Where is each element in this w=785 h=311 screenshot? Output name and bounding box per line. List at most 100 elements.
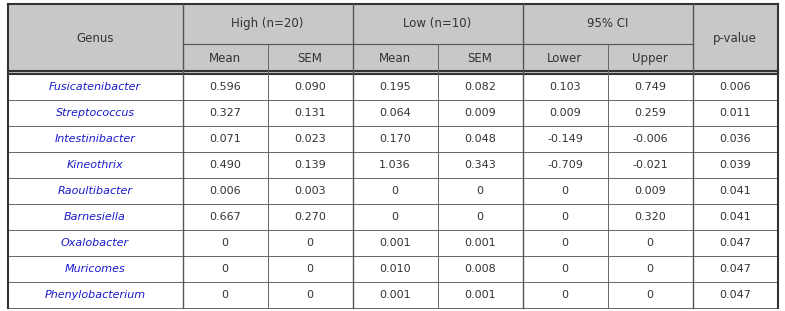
Text: 0.001: 0.001 xyxy=(379,238,411,248)
Text: Oxalobacter: Oxalobacter xyxy=(61,238,129,248)
Text: 0.010: 0.010 xyxy=(379,263,411,273)
Text: 0.064: 0.064 xyxy=(379,108,411,118)
Text: 0.103: 0.103 xyxy=(550,81,581,91)
Text: 0.023: 0.023 xyxy=(294,133,326,143)
Text: Upper: Upper xyxy=(632,52,668,65)
Text: 0.009: 0.009 xyxy=(634,185,666,196)
Bar xyxy=(182,3,268,44)
Text: 0: 0 xyxy=(476,211,484,221)
Text: Kineothrix: Kineothrix xyxy=(67,160,123,169)
Bar xyxy=(8,281,777,308)
Text: 0: 0 xyxy=(221,263,228,273)
Text: Mean: Mean xyxy=(209,52,241,65)
Text: 0: 0 xyxy=(306,290,313,299)
Text: 0.048: 0.048 xyxy=(464,133,496,143)
Text: p-value: p-value xyxy=(713,32,757,45)
Text: -0.709: -0.709 xyxy=(547,160,583,169)
Text: 0.195: 0.195 xyxy=(379,81,411,91)
Text: Phenylobacterium: Phenylobacterium xyxy=(45,290,145,299)
Text: 0.001: 0.001 xyxy=(379,290,411,299)
Bar xyxy=(8,3,182,44)
Text: -0.021: -0.021 xyxy=(632,160,668,169)
Text: 0.011: 0.011 xyxy=(719,108,750,118)
Text: Streptococcus: Streptococcus xyxy=(56,108,134,118)
Text: Genus: Genus xyxy=(76,32,114,45)
Text: Fusicatenibacter: Fusicatenibacter xyxy=(49,81,141,91)
Text: 0: 0 xyxy=(221,290,228,299)
Text: -0.149: -0.149 xyxy=(547,133,583,143)
Text: 0.139: 0.139 xyxy=(294,160,326,169)
Text: 0: 0 xyxy=(306,238,313,248)
Text: Mean: Mean xyxy=(379,52,411,65)
Text: 0: 0 xyxy=(647,238,653,248)
Text: 0.090: 0.090 xyxy=(294,81,326,91)
Text: 0.596: 0.596 xyxy=(209,81,241,91)
Text: 0: 0 xyxy=(476,185,484,196)
Bar xyxy=(437,3,523,44)
Text: 0.327: 0.327 xyxy=(209,108,241,118)
Text: SEM: SEM xyxy=(298,52,323,65)
Bar xyxy=(8,178,777,203)
Text: 0: 0 xyxy=(647,290,653,299)
Bar xyxy=(437,44,523,73)
Text: 0: 0 xyxy=(561,290,568,299)
Text: 0.047: 0.047 xyxy=(719,263,751,273)
Bar xyxy=(8,203,777,230)
Bar xyxy=(352,3,437,44)
Bar xyxy=(608,3,692,44)
Text: 0: 0 xyxy=(647,263,653,273)
Text: 0: 0 xyxy=(392,211,399,221)
Text: 0.667: 0.667 xyxy=(209,211,241,221)
Text: 0.259: 0.259 xyxy=(634,108,666,118)
Text: 0.170: 0.170 xyxy=(379,133,411,143)
Text: 0: 0 xyxy=(561,263,568,273)
Text: High (n=20): High (n=20) xyxy=(232,17,304,30)
Text: 0.006: 0.006 xyxy=(209,185,241,196)
Text: 0: 0 xyxy=(561,211,568,221)
Bar xyxy=(8,44,182,73)
Text: 95% CI: 95% CI xyxy=(587,17,628,30)
Text: 0.009: 0.009 xyxy=(550,108,581,118)
Bar xyxy=(523,44,608,73)
Bar xyxy=(523,3,608,44)
Text: 0.041: 0.041 xyxy=(719,211,751,221)
Text: Intestinibacter: Intestinibacter xyxy=(55,133,136,143)
Text: 0.047: 0.047 xyxy=(719,290,751,299)
Text: 0.343: 0.343 xyxy=(464,160,496,169)
Text: Low (n=10): Low (n=10) xyxy=(403,17,472,30)
Bar xyxy=(268,3,352,44)
Bar xyxy=(8,73,777,100)
Text: 0.003: 0.003 xyxy=(294,185,326,196)
Text: 0.008: 0.008 xyxy=(464,263,496,273)
Text: Barnesiella: Barnesiella xyxy=(64,211,126,221)
Text: 0.320: 0.320 xyxy=(634,211,666,221)
Text: 1.036: 1.036 xyxy=(379,160,411,169)
Text: 0.071: 0.071 xyxy=(209,133,241,143)
Text: 0.006: 0.006 xyxy=(719,81,750,91)
Text: Lower: Lower xyxy=(547,52,582,65)
Text: 0: 0 xyxy=(561,238,568,248)
Text: 0.749: 0.749 xyxy=(634,81,666,91)
Bar xyxy=(182,44,268,73)
Text: 0: 0 xyxy=(392,185,399,196)
Text: Raoultibacter: Raoultibacter xyxy=(57,185,133,196)
Text: 0.001: 0.001 xyxy=(464,290,496,299)
Bar xyxy=(8,256,777,281)
Bar xyxy=(268,44,352,73)
Text: 0.082: 0.082 xyxy=(464,81,496,91)
Text: SEM: SEM xyxy=(468,52,492,65)
Text: 0: 0 xyxy=(306,263,313,273)
Text: 0.039: 0.039 xyxy=(719,160,751,169)
Text: 0.041: 0.041 xyxy=(719,185,751,196)
Text: 0.131: 0.131 xyxy=(294,108,326,118)
Text: 0: 0 xyxy=(221,238,228,248)
Text: 0.047: 0.047 xyxy=(719,238,751,248)
Text: 0.009: 0.009 xyxy=(464,108,496,118)
Bar xyxy=(352,44,437,73)
Text: -0.006: -0.006 xyxy=(632,133,668,143)
Bar xyxy=(608,44,692,73)
Text: 0.270: 0.270 xyxy=(294,211,326,221)
Bar xyxy=(8,126,777,151)
Text: 0.490: 0.490 xyxy=(209,160,241,169)
Bar xyxy=(692,3,777,44)
